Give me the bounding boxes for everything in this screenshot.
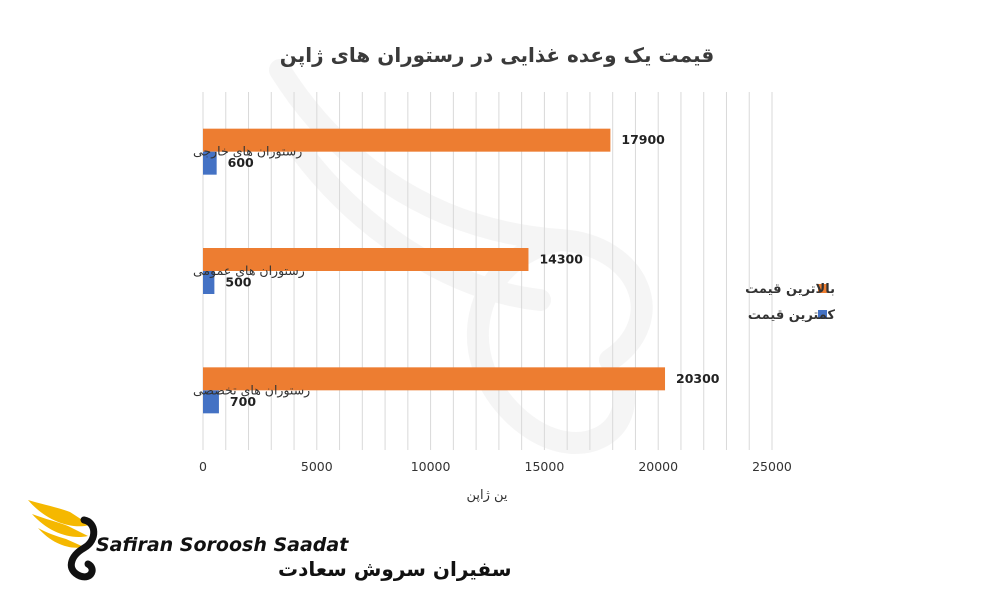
tick-labels: 0 5000 10000 15000 20000 25000 (199, 459, 792, 474)
legend-label-highest: بالاترین قیمت (745, 282, 835, 297)
bar-lowest (203, 271, 215, 294)
x-tick-label: 10000 (411, 459, 451, 474)
x-tick-label: 0 (199, 459, 207, 474)
category-label: رستوران های خارجی (193, 144, 302, 160)
chart-title: قیمت یک وعده غذایی در رستوران های ژاپن (280, 43, 715, 68)
category-labels: رستوران های خارجی رستوران های عمومی رستورا… (193, 144, 310, 399)
brand-name-en: Safiran Soroosh Saadat (96, 534, 349, 556)
bar-highest (203, 367, 666, 391)
legend-swatch-highest (818, 284, 827, 293)
category-label: رستوران های تخصصی (193, 382, 310, 398)
legend-swatch-lowest (818, 310, 827, 319)
data-label: 17900 (621, 132, 665, 147)
legend-label-lowest: کمترین قیمت (748, 308, 836, 323)
winged-s-logo-icon (28, 500, 98, 581)
bar-lowest (203, 151, 217, 175)
data-labels: 17900 600 14300 500 20300 700 (225, 132, 719, 409)
data-label: 500 (225, 275, 251, 290)
brand-logo: Safiran Soroosh Saadat سفیران سروش سعادت (28, 500, 512, 581)
x-axis-title: ین ژاپن (466, 488, 507, 503)
bar-highest (203, 248, 529, 271)
x-tick-label: 15000 (525, 459, 565, 474)
bar-lowest (203, 390, 219, 414)
bar-highest (203, 128, 611, 152)
data-label: 20300 (676, 371, 720, 386)
bars (203, 128, 666, 414)
category-label: رستوران های عمومی (193, 263, 305, 279)
x-tick-label: 20000 (638, 459, 678, 474)
data-label: 14300 (539, 252, 583, 267)
x-tick-label: 25000 (752, 459, 792, 474)
x-tick-label: 5000 (301, 459, 333, 474)
legend: بالاترین قیمت کمترین قیمت (745, 282, 835, 323)
data-label: 700 (230, 394, 256, 409)
data-label: 600 (228, 155, 254, 170)
brand-name-fa: سفیران سروش سعادت (278, 557, 512, 581)
